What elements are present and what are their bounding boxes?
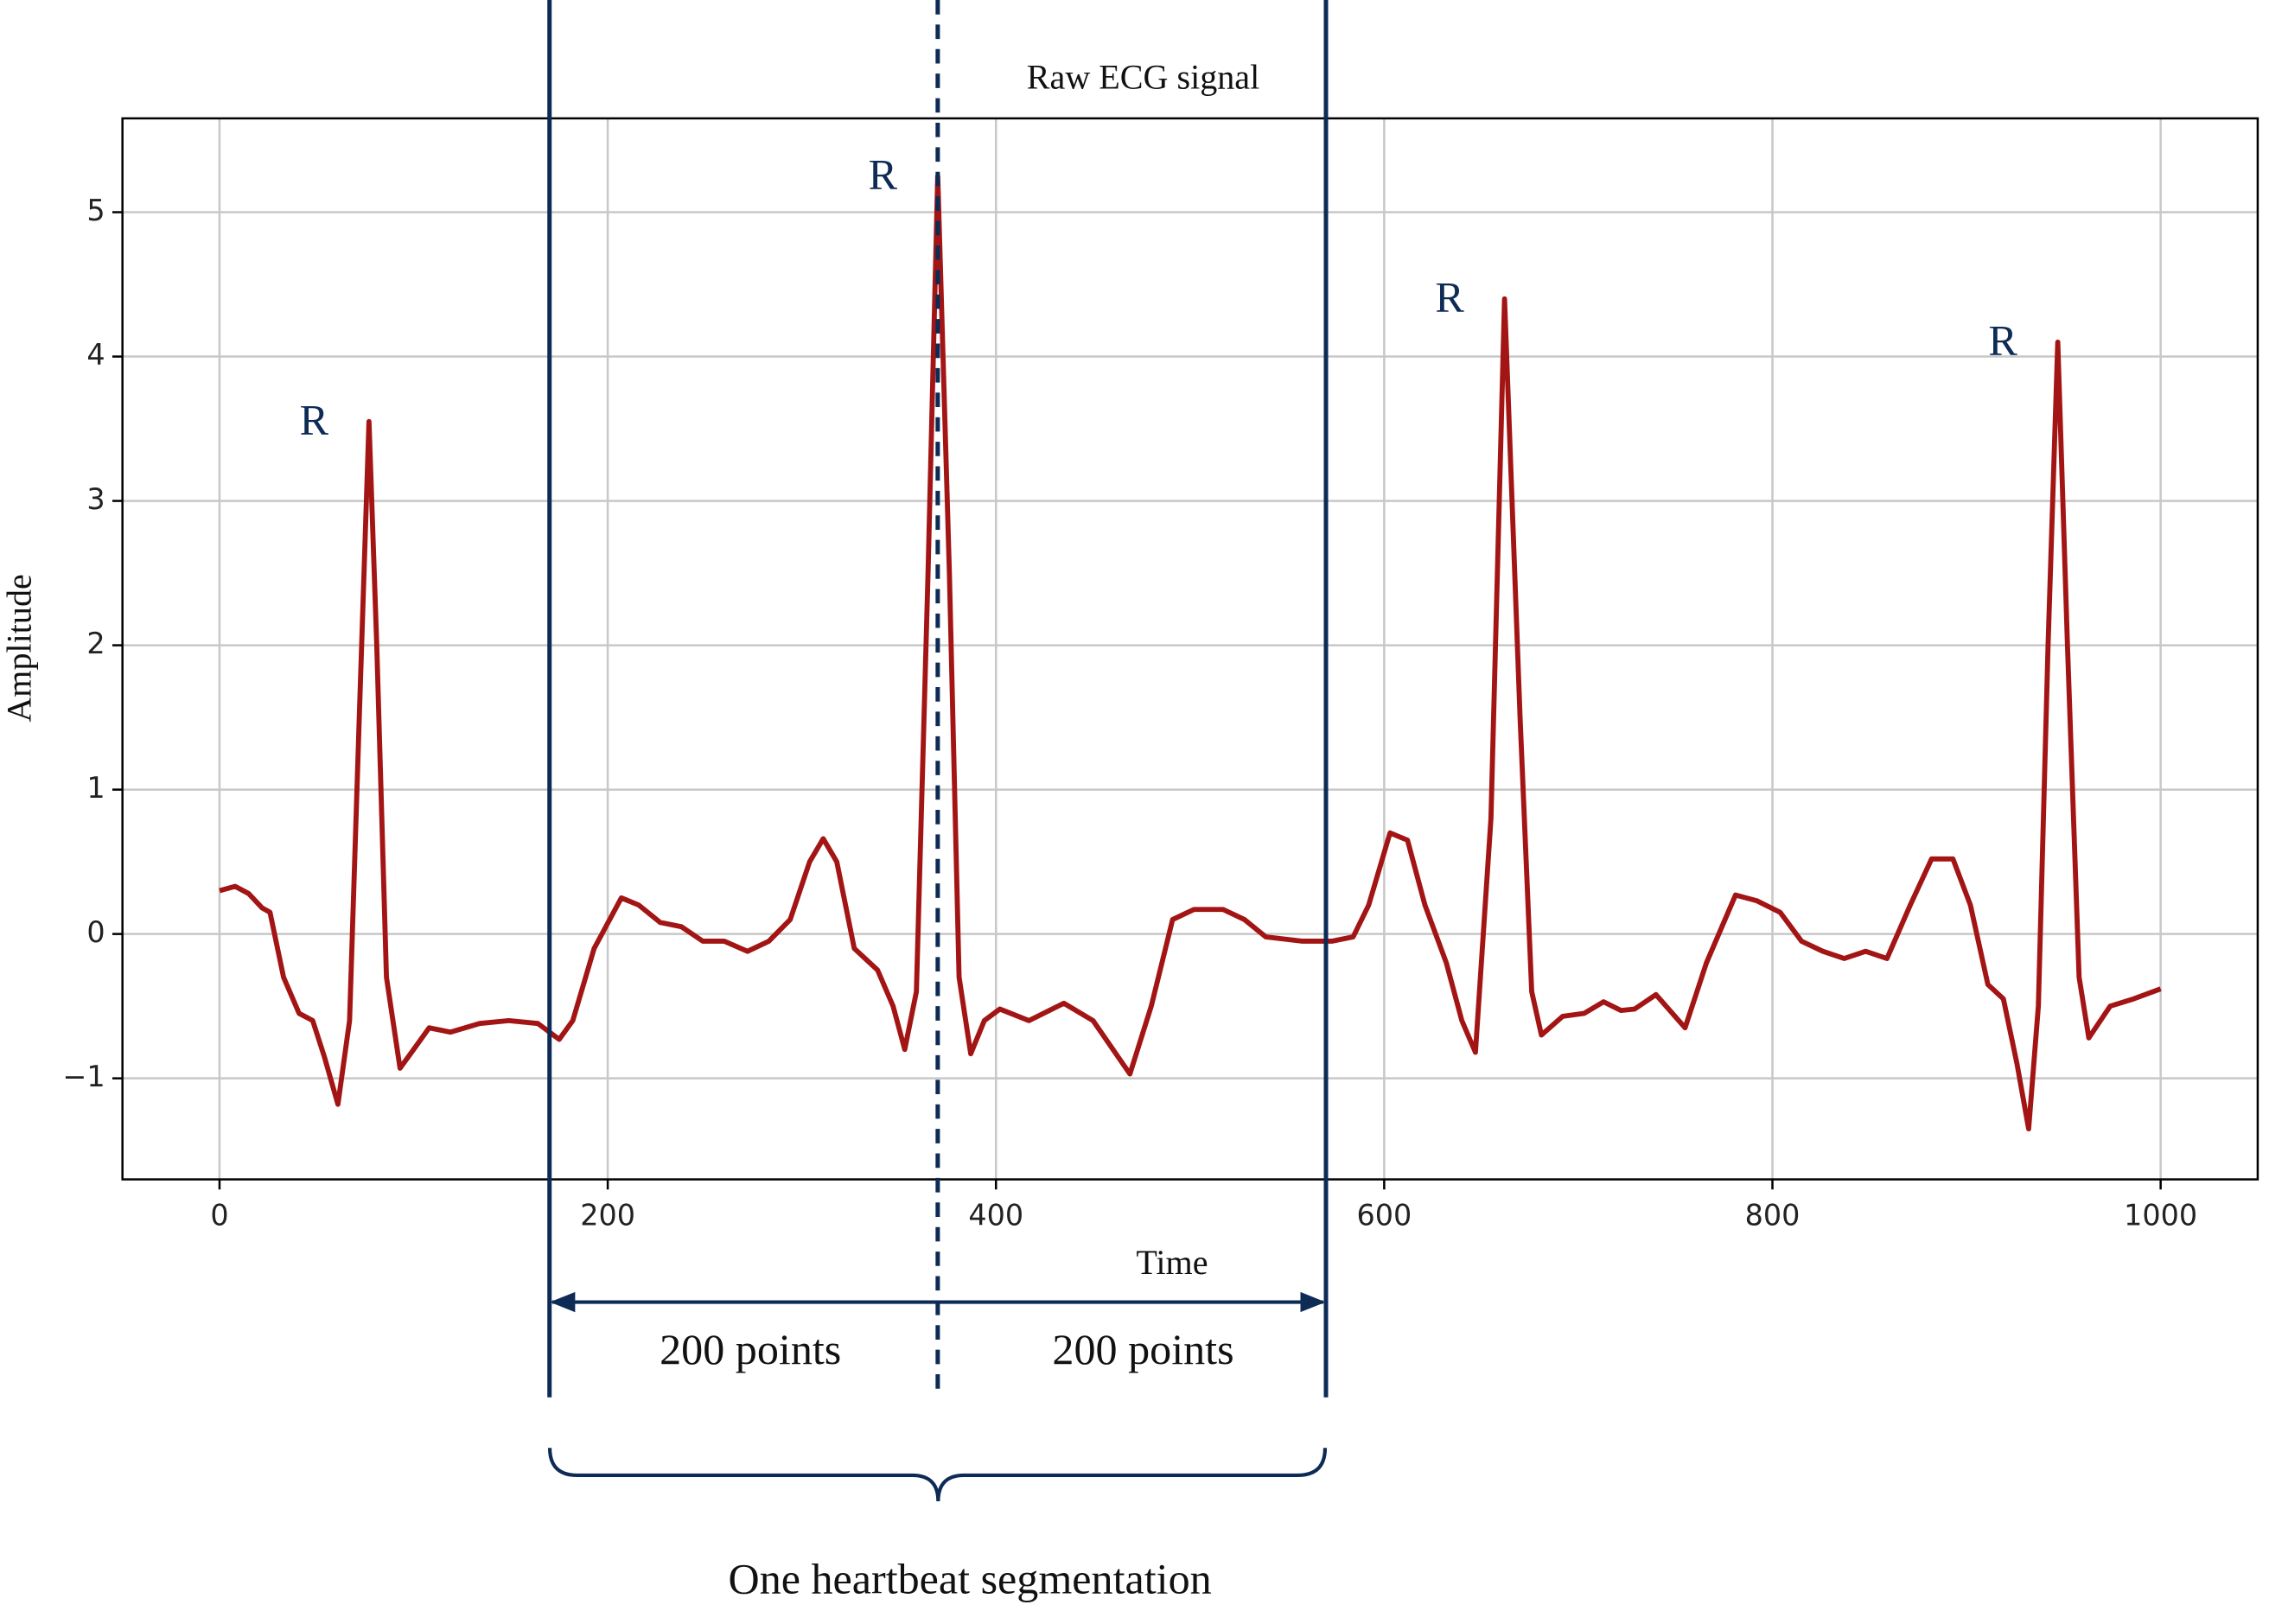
peak-label: R — [869, 150, 898, 199]
plot-frame — [121, 117, 2259, 1181]
y-tick-label: 4 — [86, 338, 105, 372]
brace — [547, 1448, 1328, 1502]
y-tick-label: 0 — [86, 915, 105, 949]
x-tick-label: 0 — [210, 1198, 228, 1232]
y-tick-label: −1 — [62, 1060, 105, 1093]
x-tick-label: 400 — [968, 1198, 1023, 1232]
chart-title: Raw ECG signal — [1027, 58, 1259, 97]
segment-label: 200 points — [1052, 1325, 1233, 1373]
x-tick-label: 600 — [1357, 1198, 1412, 1232]
segment-label: 200 points — [660, 1325, 841, 1373]
peak-label: R — [1988, 316, 2017, 365]
x-axis-label: Time — [1136, 1243, 1208, 1282]
y-tick-label: 2 — [86, 627, 105, 660]
x-tick-label: 1000 — [2124, 1198, 2197, 1232]
ecg-line — [219, 173, 2162, 1132]
x-tick-label: 200 — [580, 1198, 635, 1232]
caption: One heartbeat segmentation — [729, 1555, 1212, 1603]
peak-label: R — [1435, 273, 1464, 322]
y-tick-label: 3 — [86, 482, 105, 516]
y-axis-label: Amplitude — [0, 574, 39, 722]
y-tick-label: 5 — [86, 194, 105, 227]
peak-label: R — [300, 396, 329, 444]
x-tick-label: 800 — [1745, 1198, 1801, 1232]
y-tick-label: 1 — [86, 771, 105, 805]
